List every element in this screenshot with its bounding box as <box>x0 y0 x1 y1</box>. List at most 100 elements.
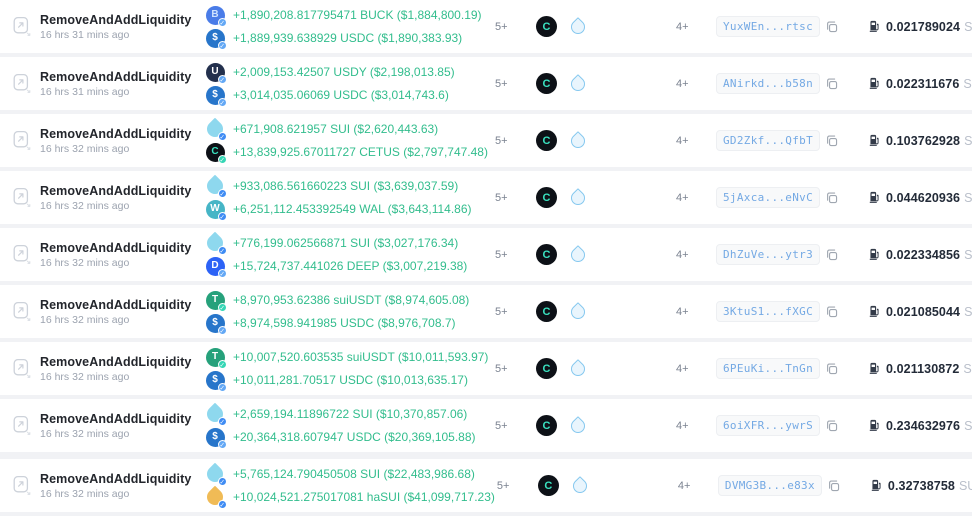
cetus-protocol-icon: C ✓ <box>536 301 557 322</box>
transaction-type-label[interactable]: RemoveAndAddLiquidity <box>40 183 192 198</box>
transaction-type-label[interactable]: RemoveAndAddLiquidity <box>40 12 192 27</box>
sui-drop-icon <box>568 415 588 436</box>
sui-drop-icon <box>568 130 588 151</box>
balance-changes: ✓ +2,659,194.11896722 SUI ($10,370,857.0… <box>203 402 493 449</box>
transaction-type-label[interactable]: RemoveAndAddLiquidity <box>40 471 192 486</box>
sender-address[interactable]: 5jAxca...eNvC <box>716 187 820 208</box>
balance-change-line: D ✓ +15,724,737.441026 DEEP ($3,007,219.… <box>205 256 493 278</box>
transaction-row: RemoveAndAddLiquidity 16 hrs 32 mins ago… <box>0 171 972 224</box>
sender-address[interactable]: YuxWEn...rtsc <box>716 16 820 37</box>
transaction-age: 16 hrs 32 mins ago <box>40 427 130 440</box>
balance-change-line: T ✓ +10,007,520.603535 suiUSDT ($10,011,… <box>205 347 493 369</box>
balance-change-line: ✓ +2,659,194.11896722 SUI ($10,370,857.0… <box>203 402 493 426</box>
sui-coin-icon: ✓ <box>203 402 227 426</box>
copy-address-button[interactable] <box>825 248 839 262</box>
balance-change-line: W ✓ +6,251,112.453392549 WAL ($3,643,114… <box>205 199 493 221</box>
sender-address[interactable]: GD2Zkf...QfbT <box>716 130 820 151</box>
balance-changes: ✓ +933,086.561660223 SUI ($3,639,037.59)… <box>203 174 493 221</box>
coin-changes-count-badge: 5+ <box>495 20 508 33</box>
copy-address-button[interactable] <box>827 479 841 493</box>
cetus-protocol-icon: C ✓ <box>536 16 557 37</box>
transaction-type-label[interactable]: RemoveAndAddLiquidity <box>40 411 192 426</box>
balance-change-line: $ ✓ +10,011,281.70517 USDC ($10,013,635.… <box>205 370 493 392</box>
icon-glyph: C <box>542 419 551 432</box>
balance-change-text: +8,974,598.941985 USDC ($8,976,708.7) <box>233 316 456 330</box>
sender-address[interactable]: DVMG3B...e83x <box>717 475 822 496</box>
gas-fee-unit: SUI <box>964 19 972 34</box>
transaction-type-label[interactable]: RemoveAndAddLiquidity <box>40 126 192 141</box>
sui-drop-icon <box>568 187 588 208</box>
usdc-coin-icon: $ ✓ <box>205 28 227 50</box>
transaction-age: 16 hrs 32 mins ago <box>40 370 130 383</box>
protocol-icons: C ✓ <box>528 475 678 496</box>
balance-change-line: U ✓ +2,009,153.42507 USDY ($2,198,013.85… <box>205 62 493 84</box>
icon-glyph: $ <box>212 32 218 43</box>
cetus-protocol-icon: C ✓ <box>536 130 557 151</box>
icon-glyph: T <box>211 351 219 362</box>
cetus-coin-icon: C ✓ <box>205 142 227 164</box>
transaction-main-cell: RemoveAndAddLiquidity 16 hrs 31 mins ago <box>40 70 205 98</box>
copy-address-button[interactable] <box>825 419 839 433</box>
coin-changes-count-badge: 5+ <box>495 77 508 90</box>
verified-badge-icon: ✓ <box>217 439 227 449</box>
icon-glyph: W <box>210 203 220 214</box>
verified-badge-icon: ✓ <box>217 268 227 278</box>
sender-address[interactable]: ANirkd...b58n <box>716 73 820 94</box>
gas-fee-unit: SUI <box>958 478 972 493</box>
sender-address[interactable]: 6PEuKi...TnGn <box>716 358 820 379</box>
transaction-age: 16 hrs 32 mins ago <box>40 142 130 155</box>
icon-glyph: C <box>542 248 551 261</box>
transaction-main-cell: RemoveAndAddLiquidity 16 hrs 32 mins ago <box>40 472 205 500</box>
protocol-icons: C ✓ <box>526 358 676 379</box>
gas-fee-value: 0.32738758 <box>887 478 955 493</box>
balance-changes: ✓ +671,908.621957 SUI ($2,620,443.63) C … <box>203 117 493 164</box>
transaction-type-label[interactable]: RemoveAndAddLiquidity <box>40 240 192 255</box>
sui-drop-icon <box>568 16 588 37</box>
sender-address[interactable]: 6oiXFR...ywrS <box>716 415 820 436</box>
coin-changes-count-badge: 5+ <box>495 305 508 318</box>
gas-icon <box>868 305 881 318</box>
icon-glyph: U <box>211 66 219 77</box>
sender-address[interactable]: DhZuVe...ytr3 <box>716 244 820 265</box>
gas-icon <box>868 419 881 432</box>
balance-change-line: $ ✓ +1,889,939.638929 USDC ($1,890,383.9… <box>205 28 493 50</box>
protocol-icons: C ✓ <box>526 73 676 94</box>
verified-badge-icon: ✓ <box>217 17 227 27</box>
balance-change-text: +8,970,953.62386 suiUSDT ($8,974,605.08) <box>233 293 470 307</box>
verified-badge-icon: ✓ <box>217 97 227 107</box>
copy-address-button[interactable] <box>825 77 839 91</box>
balance-change-line: $ ✓ +20,364,318.607947 USDC ($20,369,105… <box>205 427 493 449</box>
copy-address-button[interactable] <box>825 20 839 34</box>
transaction-row: RemoveAndAddLiquidity 16 hrs 32 mins ago… <box>0 399 972 452</box>
sender-address[interactable]: 3KtuS1...fXGC <box>716 301 820 322</box>
package-count-badge: 4+ <box>676 305 689 318</box>
verified-badge-icon: ✓ <box>217 416 227 426</box>
copy-address-button[interactable] <box>825 134 839 148</box>
copy-address-button[interactable] <box>825 305 839 319</box>
transaction-type-icon <box>12 130 40 151</box>
balance-change-text: +671,908.621957 SUI ($2,620,443.63) <box>233 122 439 136</box>
transaction-type-label[interactable]: RemoveAndAddLiquidity <box>40 297 192 312</box>
transaction-main-cell: RemoveAndAddLiquidity 16 hrs 32 mins ago <box>40 412 205 440</box>
sender-cell: 5jAxca...eNvC <box>716 187 842 208</box>
gas-icon <box>870 479 883 492</box>
copy-address-button[interactable] <box>825 191 839 205</box>
suiusdt-coin-icon: T ✓ <box>205 347 227 369</box>
buck-coin-icon: B ✓ <box>205 5 227 27</box>
balance-change-text: +1,889,939.638929 USDC ($1,890,383.93) <box>233 31 463 45</box>
gas-icon <box>868 362 881 375</box>
balance-change-text: +6,251,112.453392549 WAL ($3,643,114.86) <box>233 202 472 216</box>
balance-change-text: +776,199.062566871 SUI ($3,027,176.34) <box>233 236 459 250</box>
gas-fee-cell: 0.022334856 SUI <box>842 248 972 262</box>
transaction-row: RemoveAndAddLiquidity 16 hrs 31 mins ago… <box>0 57 972 110</box>
coin-changes-count-badge: 5+ <box>495 248 508 261</box>
transaction-type-label[interactable]: RemoveAndAddLiquidity <box>40 69 192 84</box>
icon-glyph: D <box>211 260 219 271</box>
transaction-type-label[interactable]: RemoveAndAddLiquidity <box>40 354 192 369</box>
package-count-badge: 4+ <box>676 191 689 204</box>
coin-changes-count-badge: 5+ <box>495 191 508 204</box>
transaction-age: 16 hrs 32 mins ago <box>40 199 130 212</box>
gas-icon <box>868 248 881 261</box>
gas-fee-unit: SUI <box>963 361 972 376</box>
copy-address-button[interactable] <box>825 362 839 376</box>
